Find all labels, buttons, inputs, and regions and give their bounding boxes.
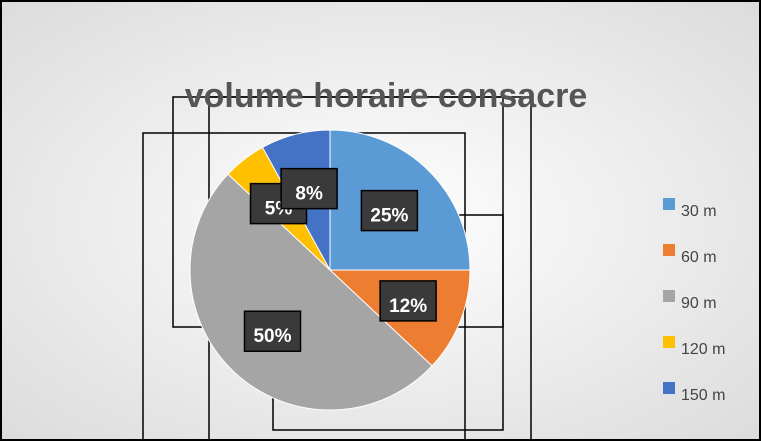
legend-label: 120 m <box>681 341 725 358</box>
legend-swatch <box>663 198 675 210</box>
legend: 30 m 60 m 90 m 120 m 150 m <box>663 198 725 404</box>
legend-label: 150 m <box>681 387 725 404</box>
legend-swatch <box>663 382 675 394</box>
data-label: 12% <box>389 296 427 317</box>
data-label-box <box>280 167 338 210</box>
legend-swatch <box>663 244 675 256</box>
data-label: 25% <box>370 206 408 227</box>
legend-swatch <box>663 290 675 302</box>
chart-title: volume horaire consacre <box>185 77 588 115</box>
data-label-box <box>379 280 437 322</box>
legend-label: 30 m <box>681 203 717 220</box>
data-labels: 25%12%50%5%8% <box>243 167 437 352</box>
data-label: 8% <box>295 184 323 205</box>
data-label: 50% <box>253 326 291 347</box>
legend-label: 60 m <box>681 249 717 266</box>
legend-swatch <box>663 336 675 348</box>
data-label-box <box>243 310 302 352</box>
data-label-box <box>360 189 419 232</box>
legend-label: 90 m <box>681 295 717 312</box>
